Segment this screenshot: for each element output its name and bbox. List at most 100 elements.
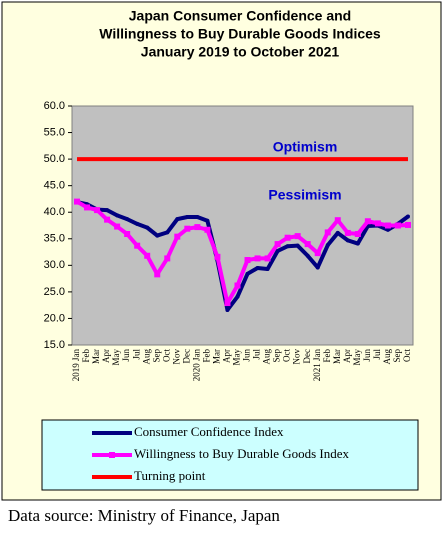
y-tick-label: 25.0 xyxy=(44,286,65,298)
x-tick-label: Feb xyxy=(322,349,332,363)
marker xyxy=(405,214,410,219)
marker xyxy=(245,271,250,276)
marker xyxy=(285,244,290,249)
x-tick-label: Apr xyxy=(342,349,352,363)
source: Data source: Ministry of Finance, Japan xyxy=(8,506,280,525)
marker xyxy=(185,215,190,220)
marker xyxy=(74,198,81,205)
marker xyxy=(394,222,401,229)
marker xyxy=(214,253,221,260)
marker xyxy=(194,224,201,231)
x-tick-label: Nov xyxy=(292,349,302,365)
x-tick-label: Jun xyxy=(121,349,131,362)
legend-label: Consumer Confidence Index xyxy=(134,424,284,439)
legend-label: Turning point xyxy=(134,468,206,483)
marker xyxy=(294,233,301,240)
x-tick-label: Sep xyxy=(392,349,402,363)
x-tick-label: Aug xyxy=(262,349,272,365)
y-tick-label: 60.0 xyxy=(44,100,65,112)
marker xyxy=(305,253,310,258)
marker xyxy=(145,225,150,230)
x-tick-label: Jul xyxy=(372,349,382,360)
y-tick-label: 35.0 xyxy=(44,233,65,245)
x-tick-label: Jun xyxy=(362,349,372,362)
marker xyxy=(384,222,391,229)
legend-label: Willingness to Buy Durable Goods Index xyxy=(134,446,350,461)
y-tick-label: 30.0 xyxy=(44,259,65,271)
marker xyxy=(244,257,251,264)
marker xyxy=(114,223,121,230)
y-tick-label: 15.0 xyxy=(44,339,65,351)
marker xyxy=(374,220,381,227)
x-tick-label: Apr xyxy=(101,349,111,363)
marker xyxy=(404,221,411,228)
x-tick-label: Apr xyxy=(222,349,232,363)
marker xyxy=(105,208,110,213)
marker xyxy=(184,225,191,232)
x-tick-label: Mar xyxy=(211,349,221,364)
marker xyxy=(165,230,170,235)
marker xyxy=(205,218,210,223)
y-tick-label: 50.0 xyxy=(44,153,65,165)
x-tick-label: Dec xyxy=(181,349,191,364)
x-tick-label: Oct xyxy=(402,349,412,362)
chart-title: January 2019 to October 2021 xyxy=(141,44,340,60)
series-line xyxy=(76,199,409,306)
marker xyxy=(224,300,231,307)
marker xyxy=(164,255,171,262)
x-tick-label: Feb xyxy=(81,349,91,363)
marker xyxy=(255,265,260,270)
marker xyxy=(135,221,140,226)
marker xyxy=(274,241,281,248)
marker xyxy=(175,217,180,222)
x-tick-label: Jul xyxy=(131,349,141,360)
marker xyxy=(345,238,350,243)
marker xyxy=(94,207,101,214)
x-tick-label: Mar xyxy=(332,349,342,364)
marker xyxy=(144,252,151,259)
marker xyxy=(325,243,330,248)
marker xyxy=(355,241,360,246)
x-tick-label: May xyxy=(352,349,362,366)
marker xyxy=(104,216,111,223)
marker xyxy=(334,217,341,224)
x-tick-label: 2020 Jan xyxy=(191,349,201,382)
marker xyxy=(264,255,271,262)
x-tick-label: Jun xyxy=(242,349,252,362)
x-tick-label: Dec xyxy=(302,349,312,364)
x-tick-label: Jul xyxy=(252,349,262,360)
marker xyxy=(314,250,321,257)
marker xyxy=(225,307,230,312)
annotation: Optimism xyxy=(273,139,338,155)
marker xyxy=(204,226,211,233)
marker xyxy=(155,233,160,238)
x-tick-label: Oct xyxy=(161,349,171,362)
marker xyxy=(254,255,261,262)
marker xyxy=(304,241,311,248)
x-tick-label: Aug xyxy=(382,349,392,365)
marker xyxy=(84,204,91,211)
x-tick-label: 2019 Jan xyxy=(71,349,81,382)
marker xyxy=(295,243,300,248)
marker xyxy=(134,242,141,249)
marker xyxy=(235,294,240,299)
x-tick-label: Aug xyxy=(141,349,151,365)
legend-marker xyxy=(109,452,115,458)
marker xyxy=(344,229,351,236)
plot-area xyxy=(71,105,414,346)
marker xyxy=(324,229,331,236)
marker xyxy=(125,217,130,222)
marker xyxy=(265,267,270,272)
marker xyxy=(275,248,280,253)
series-line xyxy=(76,200,410,312)
x-tick-label: Nov xyxy=(171,349,181,365)
annotation: Pessimism xyxy=(268,187,341,203)
marker xyxy=(284,234,291,241)
x-tick-label: May xyxy=(111,349,121,366)
y-tick-label: 45.0 xyxy=(44,180,65,192)
marker xyxy=(154,271,161,278)
marker xyxy=(115,213,120,218)
marker xyxy=(195,215,200,220)
marker xyxy=(354,230,361,237)
